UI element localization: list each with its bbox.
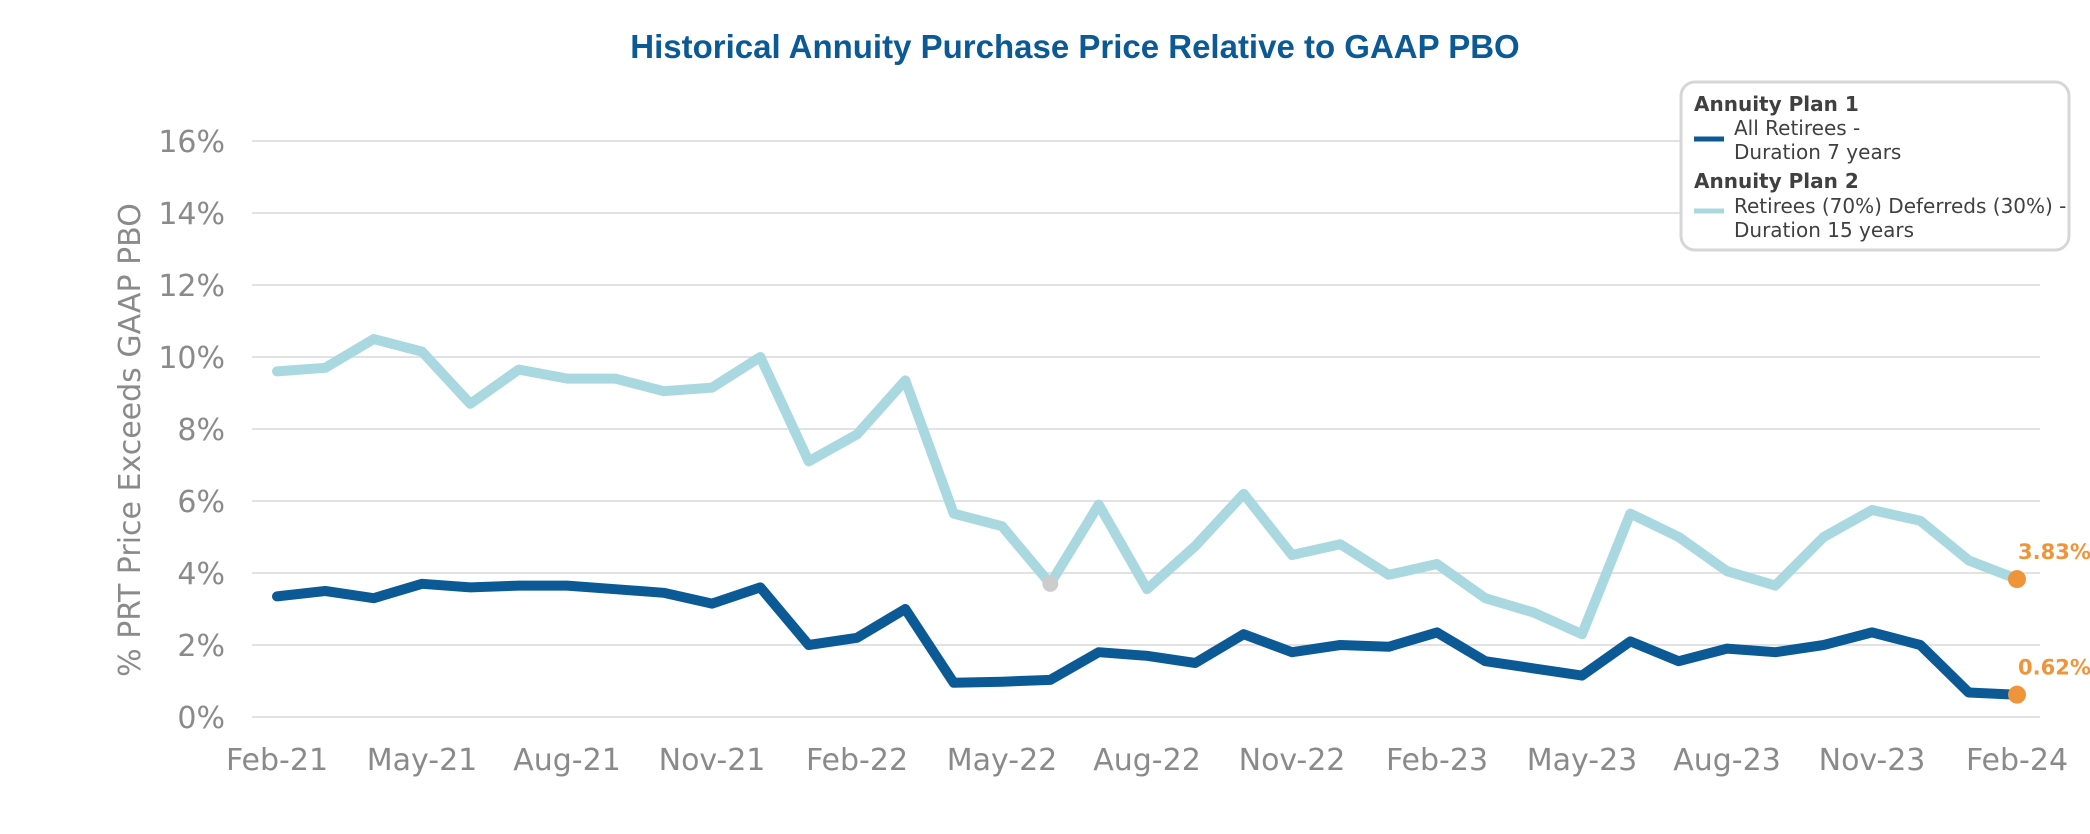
y-tick-label: 8% [177, 413, 225, 448]
x-axis-ticks: Feb-21 May-21 Aug-21 Nov-21 Feb-22 May-22 Aug-… [226, 743, 2068, 778]
legend-text-plan-1-line-1: All Retirees - [1734, 116, 1860, 140]
legend-text-plan-2-line-2: Duration 15 years [1734, 218, 1914, 242]
highlight-point [1042, 575, 1059, 592]
end-value-label: 0.62% [2018, 656, 2090, 680]
x-tick-label: May-23 [1527, 743, 1638, 778]
x-tick-label: Aug-23 [1673, 743, 1781, 778]
legend-box [1679, 80, 2071, 252]
y-axis-ticks: 0% 2% 4% 6% 8% 10% 12% 14% 16% [158, 125, 225, 736]
x-tick-label: May-21 [367, 743, 478, 778]
end-point-marker [2008, 570, 2026, 589]
y-axis-label: % PRT Price Exceeds GAAP PBO [113, 203, 148, 677]
chart-title: Historical Annuity Purchase Price Relati… [630, 28, 1519, 65]
x-tick-label: Nov-21 [659, 743, 766, 778]
point-markers: 3.83% 0.62% [1042, 540, 2090, 704]
y-tick-label: 6% [177, 485, 225, 520]
y-tick-label: 12% [158, 269, 225, 304]
x-tick-label: Nov-22 [1239, 743, 1346, 778]
x-tick-label: Nov-23 [1819, 743, 1926, 778]
y-tick-label: 14% [158, 197, 225, 232]
y-tick-label: 10% [158, 341, 225, 376]
legend-head-plan-2: Annuity Plan 2 [1694, 169, 1859, 193]
x-tick-label: Feb-21 [226, 743, 328, 778]
grid-lines [252, 140, 2040, 718]
x-tick-label: May-22 [947, 743, 1058, 778]
x-tick-label: Feb-24 [1966, 743, 2068, 778]
y-tick-label: 4% [177, 557, 225, 592]
legend-head-plan-1: Annuity Plan 1 [1694, 92, 1859, 116]
series-line-annuity-plan-1 [272, 578, 2022, 700]
end-value-label: 3.83% [2018, 540, 2090, 564]
y-tick-label: 0% [177, 701, 225, 736]
x-tick-label: Feb-23 [1386, 743, 1488, 778]
x-tick-label: Aug-21 [513, 743, 621, 778]
series-line-annuity-plan-2 [272, 334, 2022, 640]
legend-text-plan-2-line-1: Retirees (70%) Deferreds (30%) - [1734, 194, 2066, 218]
series-lines [272, 334, 2022, 700]
x-tick-label: Aug-22 [1093, 743, 1201, 778]
x-tick-label: Feb-22 [806, 743, 908, 778]
y-tick-label: 2% [177, 629, 225, 664]
end-point-marker [2008, 685, 2026, 704]
legend-text-plan-1-line-2: Duration 7 years [1734, 140, 1901, 164]
legend: Annuity Plan 1 All Retirees - Duration 7… [1679, 80, 2071, 252]
y-tick-label: 16% [158, 125, 225, 160]
